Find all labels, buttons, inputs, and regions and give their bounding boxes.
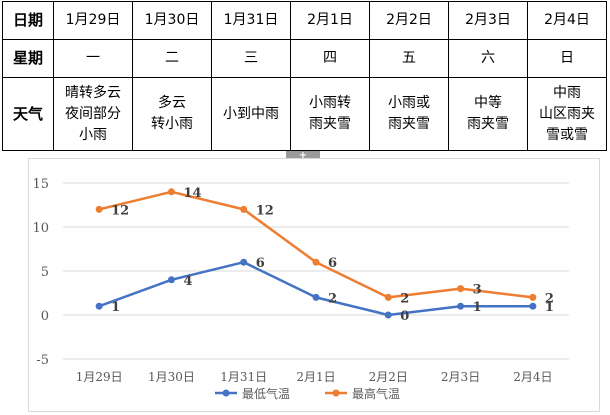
y-tick-label: -5 xyxy=(36,353,49,368)
weekday-cell: 四 xyxy=(290,39,370,78)
data-label: 1 xyxy=(545,300,554,315)
data-label: 3 xyxy=(473,283,482,298)
data-point xyxy=(529,293,537,301)
weekday-row-header: 星期 xyxy=(2,39,54,78)
x-tick-label: 2月4日 xyxy=(513,370,552,384)
data-point xyxy=(95,205,103,213)
x-tick-label: 1月31日 xyxy=(220,370,267,384)
weather-cell: 小雨转 雨夹雪 xyxy=(290,77,370,151)
data-label: 2 xyxy=(328,291,337,306)
data-point xyxy=(457,302,465,310)
data-point xyxy=(312,258,320,266)
data-label: 0 xyxy=(400,309,409,324)
weekday-cell: 二 xyxy=(132,39,212,78)
weather-line: 山区雨夹 xyxy=(539,105,595,122)
weather-line: 雪或雪 xyxy=(546,126,588,143)
data-point xyxy=(384,311,392,319)
weather-line: 夜间部分 xyxy=(65,105,121,122)
x-tick-label: 2月1日 xyxy=(296,370,335,384)
data-label: 14 xyxy=(183,186,201,201)
legend-label: 最高气温 xyxy=(352,386,400,401)
data-point xyxy=(529,302,537,310)
data-point xyxy=(384,293,392,301)
weather-line: 小雨 xyxy=(79,126,107,143)
data-label: 12 xyxy=(111,203,129,218)
weather-cell: 晴转多云夜间部分小雨 xyxy=(53,77,133,151)
data-point xyxy=(167,188,175,196)
weekday-cell: 日 xyxy=(527,39,607,78)
date-cell: 2月1日 xyxy=(290,1,370,40)
data-label: 6 xyxy=(328,256,337,271)
weather-line: 雨夹雪 xyxy=(309,116,351,132)
y-tick-label: 5 xyxy=(41,265,49,280)
temperature-chart: 15 10 5 0 -5 1月29日 1月30日 1月31日 2月1日 2月2日 2月3日 2月4日 1… xyxy=(28,158,600,412)
data-point xyxy=(240,205,248,213)
weather-line: 中等 xyxy=(474,95,502,111)
weather-line: 雨夹雪 xyxy=(467,116,509,132)
data-label: 2 xyxy=(545,291,554,306)
data-label: 1 xyxy=(473,300,482,315)
data-point xyxy=(312,293,320,301)
weather-line: 晴转多云 xyxy=(65,84,121,101)
weather-line: 小到中雨 xyxy=(223,105,279,122)
weather-cell: 中等 雨夹雪 xyxy=(448,77,528,151)
x-tick-label: 1月30日 xyxy=(148,370,195,384)
data-label: 12 xyxy=(256,203,274,218)
legend-marker xyxy=(222,389,230,397)
data-point xyxy=(457,285,465,293)
date-cell: 2月2日 xyxy=(369,1,449,40)
y-tick-label: 15 xyxy=(32,177,49,192)
weather-row-header: 天气 xyxy=(2,77,54,151)
date-cell: 2月3日 xyxy=(448,1,528,40)
legend-marker xyxy=(332,389,340,397)
data-point xyxy=(95,302,103,310)
weekday-cell: 五 xyxy=(369,39,449,78)
weather-line: 雨夹雪 xyxy=(388,116,430,132)
y-tick-label: 10 xyxy=(32,221,49,236)
weekday-cell: 一 xyxy=(53,39,133,78)
weather-line: 转小雨 xyxy=(151,116,193,132)
weather-line: 多云 xyxy=(158,95,186,111)
plus-icon[interactable]: + xyxy=(286,151,320,161)
date-cell: 1月31日 xyxy=(211,1,291,40)
date-row: 日期 1月29日 1月30日 1月31日 2月1日 2月2日 2月3日 2月4日 xyxy=(2,1,607,40)
data-label: 4 xyxy=(183,274,192,289)
data-label: 1 xyxy=(111,300,120,315)
weather-line: 小雨转 xyxy=(309,95,351,111)
weekday-row: 星期 一 二 三 四 五 六 日 xyxy=(2,39,607,78)
weather-cell: 小到中雨 xyxy=(211,77,291,151)
forecast-table: 日期 1月29日 1月30日 1月31日 2月1日 2月2日 2月3日 2月4日… xyxy=(2,1,607,151)
date-cell: 2月4日 xyxy=(527,1,607,40)
date-cell: 1月29日 xyxy=(53,1,133,40)
data-label: 2 xyxy=(400,291,409,306)
weather-cell: 中雨 山区雨夹 雪或雪 xyxy=(527,77,607,151)
date-cell: 1月30日 xyxy=(132,1,212,40)
weekday-cell: 六 xyxy=(448,39,528,78)
legend-label: 最低气温 xyxy=(242,386,290,401)
weather-line: 小雨或 xyxy=(388,95,430,111)
date-row-header: 日期 xyxy=(2,1,54,40)
data-label: 6 xyxy=(256,256,265,271)
weekday-cell: 三 xyxy=(211,39,291,78)
y-tick-label: 0 xyxy=(41,309,49,324)
weather-cell: 多云 转小雨 xyxy=(132,77,212,151)
x-tick-label: 1月29日 xyxy=(76,370,123,384)
weather-row: 天气 晴转多云夜间部分小雨 多云转小雨 小到中雨 小雨转雨夹雪 小雨或雨夹雪 中… xyxy=(2,77,607,151)
data-point xyxy=(167,276,175,284)
weather-cell: 小雨或 雨夹雪 xyxy=(369,77,449,151)
data-point xyxy=(240,258,248,266)
x-tick-label: 2月2日 xyxy=(369,370,408,384)
x-tick-label: 2月3日 xyxy=(441,370,480,384)
weather-line: 中雨 xyxy=(553,84,581,101)
